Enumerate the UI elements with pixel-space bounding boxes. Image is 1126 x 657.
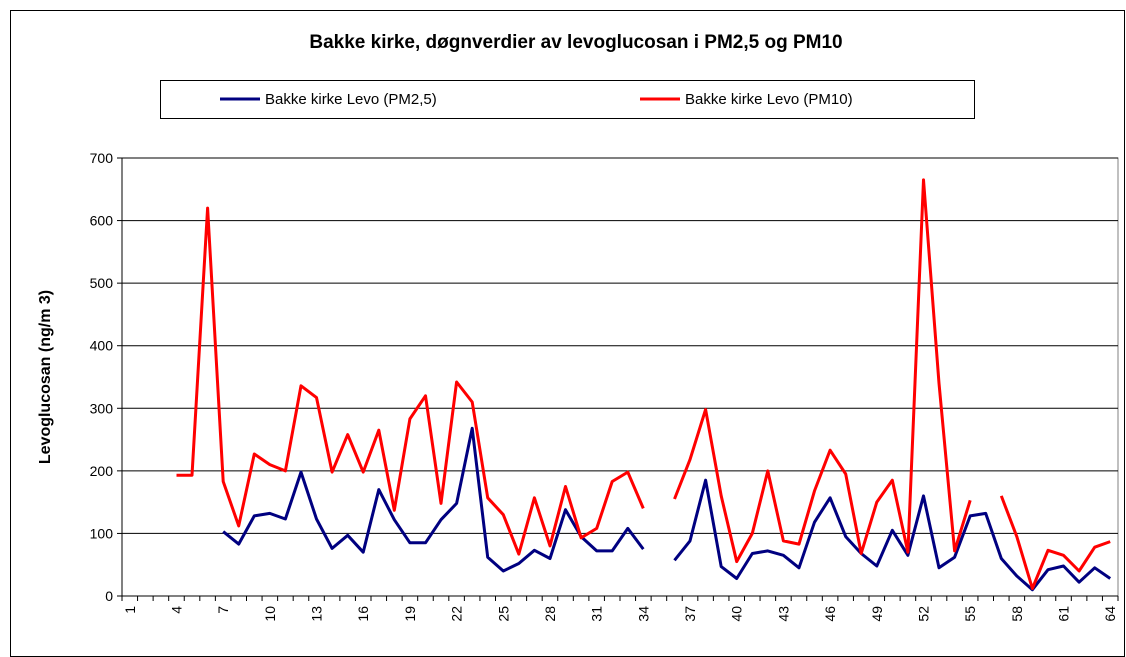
x-tick-label: 31	[589, 606, 605, 622]
series-line	[222, 426, 1112, 592]
x-tick-label: 4	[168, 606, 184, 614]
x-tick-label: 25	[495, 606, 511, 622]
x-tick-label: 40	[729, 606, 745, 622]
y-tick-label: 200	[90, 463, 114, 479]
x-tick-label: 43	[775, 606, 791, 622]
x-tick-label: 10	[262, 606, 278, 622]
x-tick-label: 52	[915, 606, 931, 622]
legend-label: Bakke kirke Levo (PM2,5)	[265, 91, 437, 108]
y-tick-label: 100	[90, 525, 114, 541]
x-tick-label: 19	[402, 606, 418, 622]
chart-title: Bakke kirke, døgnverdier av levoglucosan…	[309, 32, 842, 53]
x-tick-label: 64	[1102, 606, 1118, 622]
plot-area	[121, 157, 1119, 597]
legend	[160, 80, 975, 119]
x-tick-label: 37	[682, 606, 698, 622]
y-tick-label: 400	[90, 338, 114, 354]
x-tick-label: 7	[215, 606, 231, 614]
y-tick-label: 500	[90, 275, 114, 291]
y-axis-label: Levoglucosan (ng/m 3)	[37, 290, 54, 464]
x-tick-label: 22	[449, 606, 465, 622]
x-tick-label: 49	[869, 606, 885, 622]
x-tick-label: 61	[1056, 606, 1072, 622]
y-tick-label: 0	[105, 588, 113, 604]
x-tick-label: 16	[355, 606, 371, 622]
x-tick-label: 58	[1009, 606, 1025, 622]
series-line	[176, 178, 1111, 590]
legend-label: Bakke kirke Levo (PM10)	[685, 91, 853, 108]
x-tick-label: 13	[309, 606, 325, 622]
y-tick-label: 700	[90, 150, 114, 166]
x-tick-label: 28	[542, 606, 558, 622]
x-tick-label: 34	[635, 606, 651, 622]
x-tick-label: 1	[122, 606, 138, 614]
y-tick-label: 600	[90, 213, 114, 229]
y-tick-label: 300	[90, 400, 114, 416]
x-tick-label: 46	[822, 606, 838, 622]
x-tick-label: 55	[962, 606, 978, 622]
